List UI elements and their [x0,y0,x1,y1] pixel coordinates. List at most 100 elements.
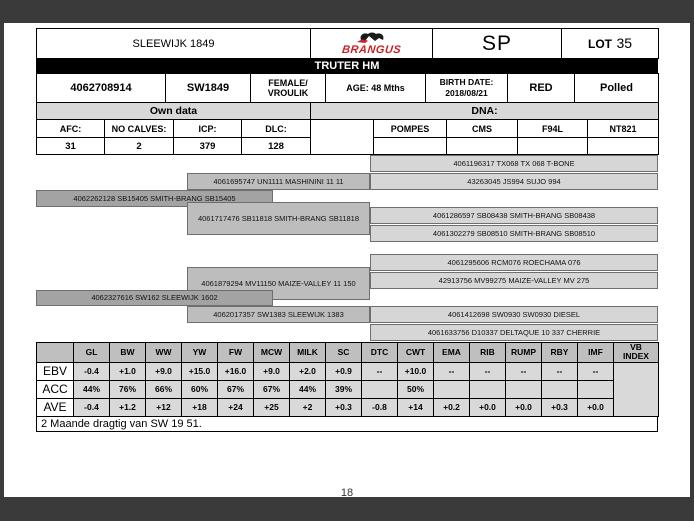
dlc-value: 128 [241,137,311,155]
sex-cell: FEMALE/ VROULIK [250,73,326,103]
ebv-acc-ema [433,379,470,399]
identity-table: 4062708914 SW1849 FEMALE/ VROULIK AGE: 4… [36,73,659,103]
ebv-ave-milk: +2 [289,397,326,417]
ebv-ebv-gl: -0.4 [73,361,110,381]
ebv-ebv-imf: -- [577,361,614,381]
ebv-ebv-ema: -- [433,361,470,381]
ebv-ave-cwt: +14 [397,397,434,417]
ebv-col-imf: IMF [577,342,614,363]
dna-result-cms [446,137,518,155]
ebv-ave-mcw: +25 [253,397,290,417]
pedigree-sire-dam-sire: 4061286597 SB08438 SMITH-BRANG SB08438 [370,207,658,224]
registration-number: 4062708914 [36,73,166,103]
ebv-ebv-fw: +16.0 [217,361,254,381]
pedigree-sire-sire: 4061695747 UN1111 MASHININI 11 11 [187,173,370,190]
ebv-ave-rby: +0.3 [541,397,578,417]
ebv-acc-milk: 44% [289,379,326,399]
lot-label: LOT [587,36,612,51]
pedigree-dam-dam-sire: 4061412698 SW0930 SW0930 DIESEL [370,306,658,323]
cattle-head-icon [356,32,383,43]
tag-number: SW1849 [165,73,251,103]
ebv-acc-rib [469,379,506,399]
lot-sheet: SLEEWIJK 1849 BRANGUS SP LOT [36,28,659,432]
ebv-ebv-mcw: +9.0 [253,361,290,381]
ebv-col-ema: EMA [433,342,470,363]
afc-label: AFC: [36,119,105,138]
ebv-ebv-dtc: -- [361,361,398,381]
ebv-acc-rump [505,379,542,399]
ebv-ebv-milk: +2.0 [289,361,326,381]
horn-status-cell: Polled [574,73,659,103]
ebv-col-dtc: DTC [361,342,398,363]
dlc-label: DLC: [241,119,311,138]
ebv-ave-rump: +0.0 [505,397,542,417]
section-header-table: Own data DNA: [36,102,659,120]
ebv-row-label-acc: ACC [36,379,74,399]
ebv-acc-imf [577,379,614,399]
dna-spacer-cell [310,119,374,155]
ebv-ave-ww: +12 [145,397,182,417]
ebv-col-milk: MILK [289,342,326,363]
birth-date-value: 2018/08/21 [445,88,488,98]
icp-label: ICP: [173,119,242,138]
ebv-corner-cell [36,342,74,363]
breeder-bar: TRUTER HM [36,59,658,73]
ebv-col-sc: SC [325,342,362,363]
pedigree-sire-sire-dam: 43263045 JS994 SUJO 994 [370,173,658,190]
ebv-row-label-ave: AVE [36,397,74,417]
page-number: 18 [340,487,354,497]
own-data-dna-table: AFC: NO CALVES: ICP: DLC: POMPES CMS F94… [36,119,659,155]
dna-result-nt821 [587,137,659,155]
pedigree-sire-sire-sire: 4061196317 TX068 TX 068 T-BONE [370,155,658,172]
ebv-col-rby: RBY [541,342,578,363]
lot-note: 2 Maande dragtig van SW 19 51. [36,415,658,432]
dna-test-nt821: NT821 [587,119,659,138]
ebv-ave-ema: +0.2 [433,397,470,417]
ebv-ave-bw: +1.2 [109,397,146,417]
sex-line2: VROULIK [267,88,309,98]
ebv-acc-fw: 67% [217,379,254,399]
header-table: SLEEWIJK 1849 BRANGUS SP LOT [36,28,659,59]
brangus-logo: BRANGUS [312,31,432,56]
ebv-ebv-sc: +0.9 [325,361,362,381]
birth-date-cell: BIRTH DATE: 2018/08/21 [425,73,508,103]
ebv-ebv-cwt: +10.0 [397,361,434,381]
ebv-ave-imf: +0.0 [577,397,614,417]
brangus-logo-cell: BRANGUS [310,28,433,59]
ebv-col-rump: RUMP [505,342,542,363]
birth-date-label: BIRTH DATE: [439,77,494,88]
viewer-bottom-bar [0,497,694,521]
ebv-ave-yw: +18 [181,397,218,417]
colour-cell: RED [507,73,575,103]
ebv-ebv-rib: -- [469,361,506,381]
ebv-acc-mcw: 67% [253,379,290,399]
ebv-ave-dtc: -0.8 [361,397,398,417]
dna-result-f94l [517,137,588,155]
pedigree-chart: 4061196317 TX068 TX 068 T-BONE 4061695747… [36,155,658,342]
ebv-acc-rby [541,379,578,399]
lot-number-cell: LOT 35 [561,28,659,59]
ebv-ebv-rby: -- [541,361,578,381]
ebv-col-yw: YW [181,342,218,363]
ebv-acc-bw: 76% [109,379,146,399]
dna-test-cms: CMS [446,119,518,138]
pedigree-dam-sire-sire: 4061295606 RCM076 ROECHAMA 076 [370,254,658,271]
no-calves-value: 2 [104,137,174,155]
dna-test-pompes: POMPES [373,119,447,138]
ebv-ave-sc: +0.3 [325,397,362,417]
pedigree-dam-dam-dam: 4061633756 D10337 DELTAQUE 10 337 CHERRI… [370,324,658,341]
ebv-col-ww: WW [145,342,182,363]
dna-section-label: DNA: [310,102,659,120]
ebv-ave-rib: +0.0 [469,397,506,417]
pedigree-sire-dam-dam: 4061302279 SB08510 SMITH-BRANG SB08510 [370,225,658,242]
ebv-ebv-ww: +9.0 [145,361,182,381]
afc-value: 31 [36,137,105,155]
ebv-col-rib: RIB [469,342,506,363]
ebv-col-bw: BW [109,342,146,363]
ebv-col-fw: FW [217,342,254,363]
ebv-ebv-bw: +1.0 [109,361,146,381]
ebv-col-vb-index: VB INDEX [613,342,659,363]
pedigree-dam: 4062327616 SW162 SLEEWIJK 1602 [36,290,273,306]
brand-wordmark: BRANGUS [341,44,402,56]
